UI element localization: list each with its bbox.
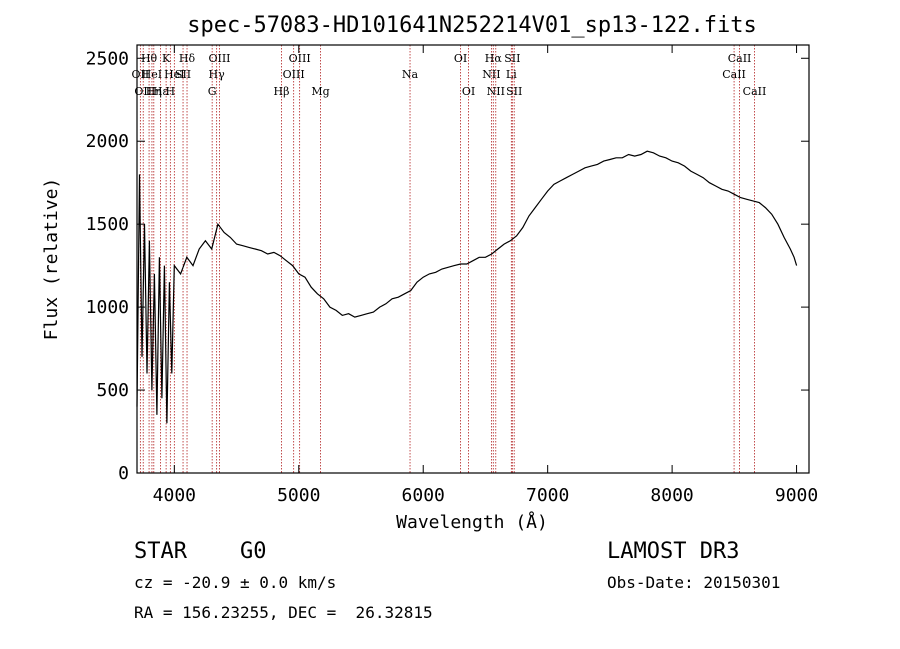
line-label-20: OI: [462, 85, 475, 98]
line-label-18: Na: [402, 68, 419, 81]
y-tick-label-5: 2500: [86, 48, 129, 69]
chart-title: spec-57083-HD101641N252214V01_sp13-122.f…: [187, 13, 757, 38]
line-label-2: Hθ: [141, 52, 158, 65]
x-tick-label-3: 7000: [526, 485, 569, 506]
line-label-13: OIII: [208, 52, 230, 65]
line-label-16: OIII: [289, 52, 311, 65]
line-label-0: OII: [132, 68, 150, 81]
line-label-24: Li: [506, 68, 517, 81]
x-axis-ticks: 4000 5000 6000 7000 8000 9000: [153, 45, 818, 506]
y-tick-label-1: 500: [96, 380, 129, 401]
redshift-cz: cz = -20.9 ± 0.0 km/s: [134, 573, 337, 592]
y-tick-label-0: 0: [118, 463, 129, 484]
line-label-14: Hβ: [274, 85, 290, 98]
spectral-line-markers: [139, 45, 755, 473]
y-axis-ticks: 0 500 1000 1500 2000 2500: [86, 48, 809, 484]
y-tick-label-2: 1000: [86, 297, 129, 318]
x-tick-label-0: 4000: [153, 485, 196, 506]
line-label-23: NII: [487, 85, 505, 98]
line-label-8: HeI: [164, 68, 184, 81]
x-axis-label: Wavelength (Å): [396, 511, 548, 533]
line-label-22: Hα: [485, 52, 503, 65]
y-axis-label: Flux (relative): [41, 178, 62, 341]
x-tick-label-2: 6000: [402, 485, 445, 506]
line-label-17: Mg: [311, 85, 329, 98]
obs-date: Obs-Date: 20150301: [607, 573, 781, 592]
line-label-11: G: [208, 85, 217, 98]
line-label-7: H: [166, 85, 176, 98]
spectrum-line: [136, 150, 798, 424]
line-label-4: Hη: [146, 85, 162, 98]
line-label-5: Hε: [153, 85, 169, 98]
line-label-19: OI: [454, 52, 467, 65]
line-label-9: SII: [175, 68, 191, 81]
plot-frame: [136, 44, 810, 474]
line-label-28: CaII: [728, 52, 752, 65]
line-label-29: CaII: [743, 85, 767, 98]
line-label-26: SII: [506, 85, 522, 98]
spectral-line-labels: OIIOIIHθHeIHηHεKHHeISIIHδGHγOIIIHβOIIIOI…: [132, 52, 767, 98]
line-label-12: Hγ: [209, 68, 226, 81]
line-label-10: Hδ: [179, 52, 196, 65]
line-label-1: OII: [134, 85, 152, 98]
survey-name: LAMOST DR3: [607, 539, 740, 564]
y-tick-label-4: 2000: [86, 131, 129, 152]
line-label-6: K: [162, 52, 171, 65]
x-tick-label-5: 9000: [775, 485, 818, 506]
object-class: STAR: [134, 539, 187, 564]
line-label-27: CaII: [722, 68, 746, 81]
line-label-15: OIII: [283, 68, 305, 81]
line-label-3: HeI: [142, 68, 162, 81]
line-label-25: SII: [504, 52, 520, 65]
x-tick-label-1: 5000: [277, 485, 320, 506]
object-subclass: G0: [240, 539, 267, 564]
line-label-21: NII: [482, 68, 500, 81]
y-tick-label-3: 1500: [86, 214, 129, 235]
x-tick-label-4: 8000: [650, 485, 693, 506]
ra-dec: RA = 156.23255, DEC = 26.32815: [134, 603, 433, 622]
